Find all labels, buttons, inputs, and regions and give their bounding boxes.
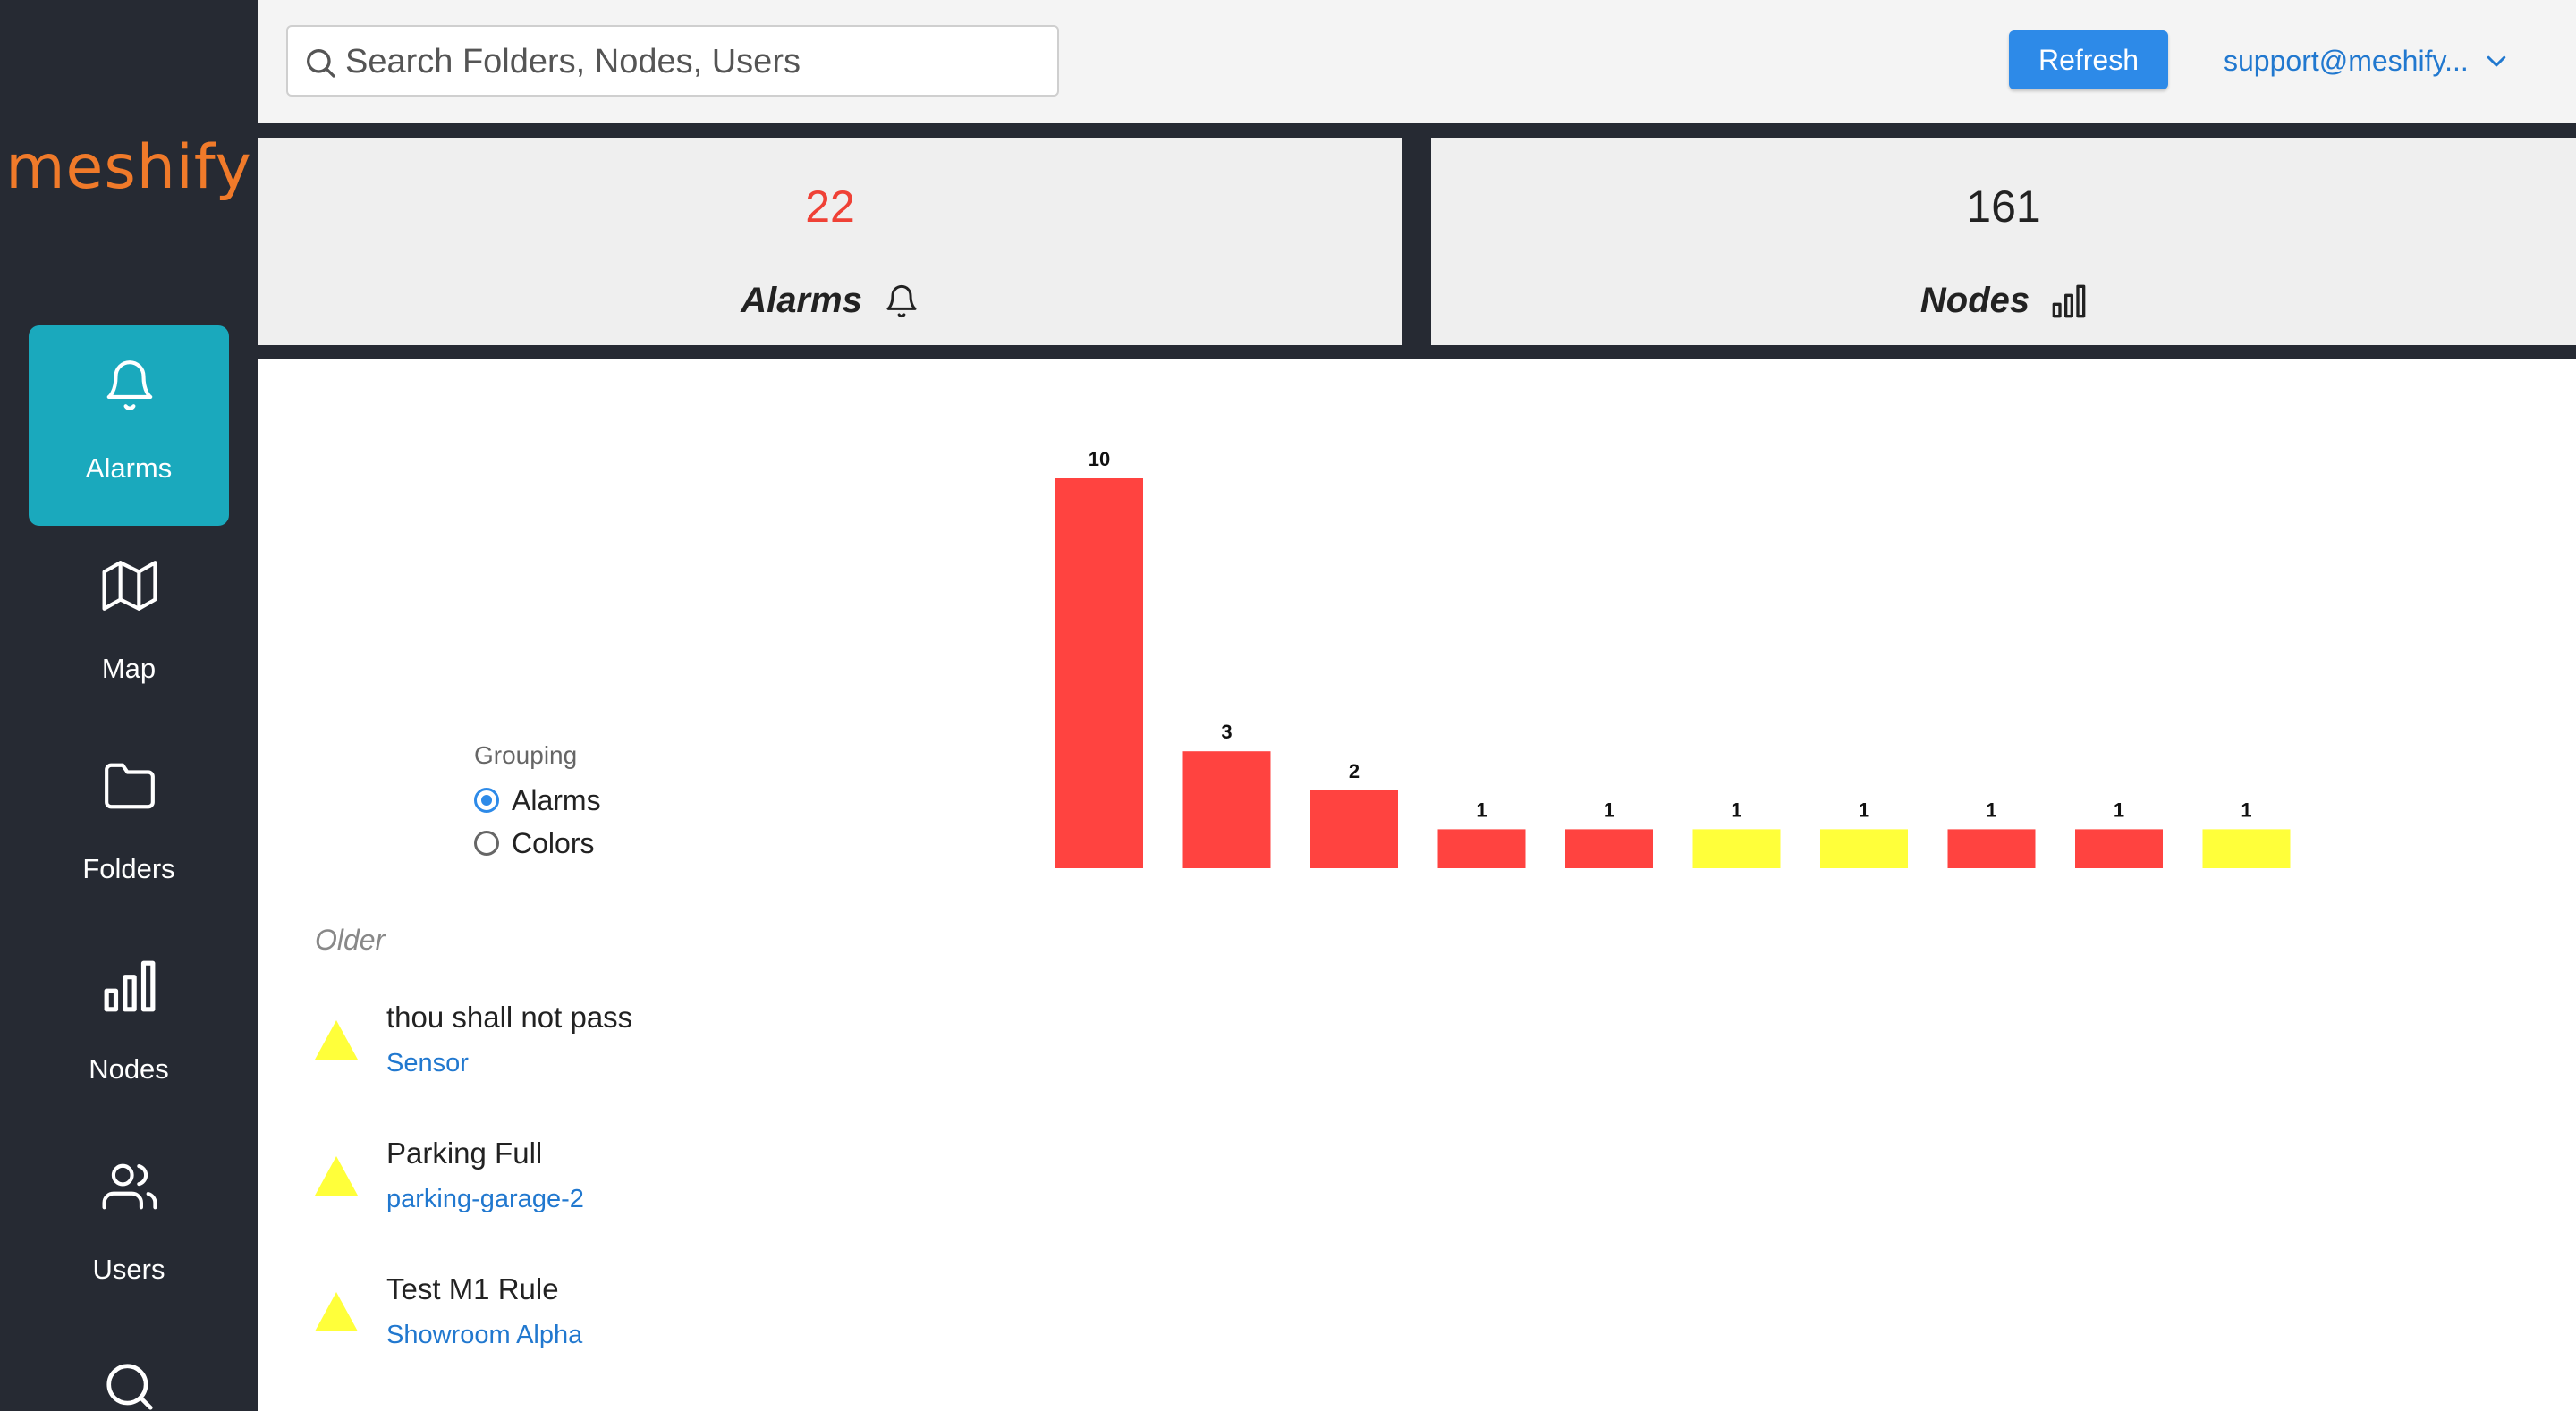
user-email: support@meshify... [2224,44,2469,77]
meshify-logo[interactable]: meshify [5,132,252,203]
grouping-control: Grouping Alarms Colors [474,741,601,865]
alarms-bar-chart: 10 3 2 1 1 1 1 1 1 1 [1055,448,2291,868]
folder-icon [105,763,155,809]
sidebar-item-map[interactable]: Map [29,526,229,726]
user-menu[interactable]: support@meshify... [2224,41,2510,80]
radio-button[interactable] [474,788,499,813]
chart-data-label: 1 [1986,798,1996,821]
alarms-stat-label-row: Alarms [258,281,1402,321]
sidebar-item-users[interactable]: Users [29,1127,229,1327]
search-icon [106,1364,153,1410]
chart-data-label: 1 [2114,798,2124,821]
alarm-list-item[interactable]: thou shall not pass Sensor [315,1001,1120,1108]
older-section-title: Older [315,924,386,956]
search-icon [307,49,335,78]
chart-data-label: 3 [1221,721,1232,743]
alarms-main: Grouping Alarms Colors 10 3 2 1 1 1 1 1 1 1 Older… [258,359,2576,1411]
chart-bar[interactable] [1310,790,1398,868]
users-icon [102,1163,157,1210]
sidebar-item-label: Users [92,1254,165,1285]
warning-triangle-icon [315,1292,358,1331]
bell-icon [886,284,917,317]
nodes-stat-card[interactable]: 161 Nodes [1431,138,2576,345]
warning-triangle-icon [315,1156,358,1196]
sidebar-item-label: Map [101,653,157,684]
alarm-list-item[interactable]: Test M1 Rule Showroom Alpha [315,1272,1120,1380]
chart-bar[interactable] [2075,829,2163,868]
alarm-list-item[interactable]: Parking Full parking-garage-2 [315,1136,1120,1244]
chart-bar[interactable] [1565,829,1653,868]
map-icon [102,561,157,611]
sidebar-item-search[interactable] [29,1327,229,1411]
chart-data-label: 1 [1604,798,1614,821]
chart-bar[interactable] [2202,829,2291,868]
chart-bar[interactable] [1820,829,1908,868]
radio-label: Colors [512,826,595,859]
sidebar-item-folders[interactable]: Folders [29,726,229,926]
sidebar-item-label: Nodes [89,1053,169,1085]
chevron-down-icon [2487,55,2506,67]
sidebar-item-label: Folders [82,853,175,884]
alarm-node-link[interactable]: parking-garage-2 [386,1185,584,1213]
bar-chart-icon [104,960,156,1012]
chart-bar[interactable] [1055,478,1143,868]
alarms-stat-card[interactable]: 22 Alarms [258,138,1402,345]
grouping-option-alarms[interactable]: Alarms [474,779,601,822]
alarms-stat-label: Alarms [741,281,862,320]
chart-data-label: 1 [1731,798,1741,821]
alarm-title: thou shall not pass [386,1001,633,1034]
alarm-title: Parking Full [386,1136,543,1170]
chart-data-label: 2 [1349,760,1360,782]
refresh-button[interactable]: Refresh [2009,30,2168,89]
chart-bar[interactable] [1437,829,1526,868]
alarms-count: 22 [805,182,855,232]
chart-data-label: 1 [1476,798,1487,821]
top-bar: Refresh support@meshify... [258,0,2576,123]
bell-icon [106,360,153,410]
nodes-stat-label-row: Nodes [1431,281,2576,321]
radio-label: Alarms [512,783,601,816]
sidebar-item-label: Alarms [85,452,173,484]
nodes-stat-label: Nodes [1919,281,2030,320]
chart-data-label: 1 [2241,798,2251,821]
sidebar: meshify Alarms Map Folders Nodes Users [0,0,258,1411]
nodes-count: 161 [1966,182,2041,232]
grouping-option-colors[interactable]: Colors [474,822,601,865]
alarm-title: Test M1 Rule [386,1272,559,1305]
sidebar-item-alarms[interactable]: Alarms [29,325,229,526]
chart-data-label: 1 [1859,798,1869,821]
chart-bar[interactable] [1692,829,1781,868]
alarm-node-link[interactable]: Showroom Alpha [386,1321,583,1349]
radio-button[interactable] [474,831,499,856]
chart-bar[interactable] [1182,751,1271,868]
warning-triangle-icon [315,1020,358,1060]
search-input[interactable] [343,36,1045,88]
bar-chart-icon [2052,284,2086,317]
chart-bar[interactable] [1947,829,2036,868]
chart-data-label: 10 [1089,448,1110,470]
alarm-node-link[interactable]: Sensor [386,1049,469,1077]
sidebar-item-nodes[interactable]: Nodes [29,926,229,1127]
search-box[interactable] [286,25,1059,97]
grouping-title: Grouping [474,741,578,769]
